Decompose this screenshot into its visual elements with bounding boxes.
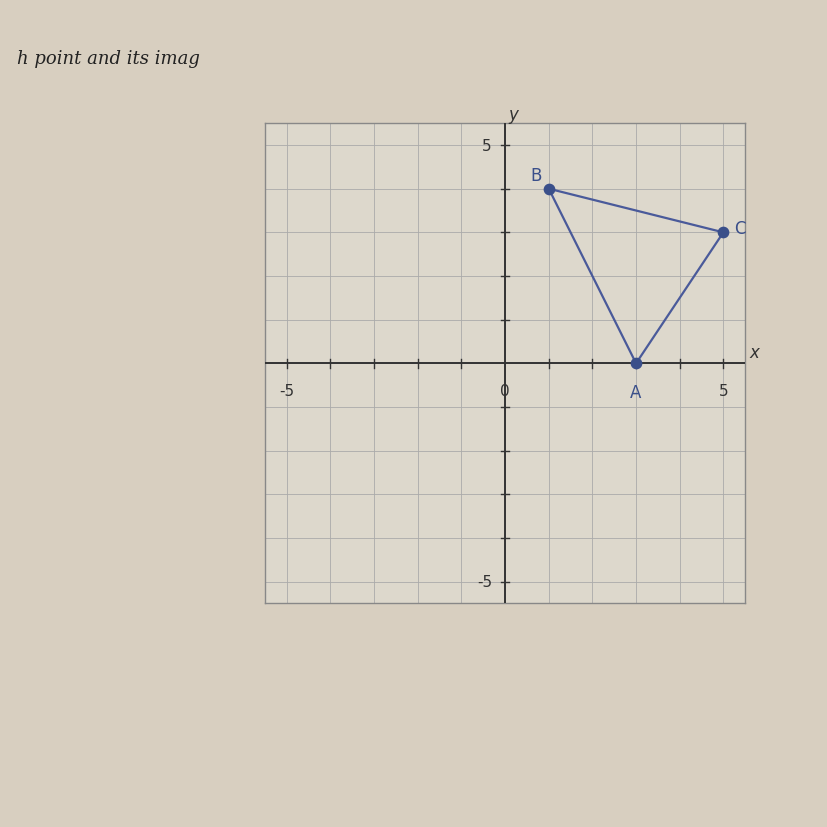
- Text: 5: 5: [718, 384, 727, 399]
- Text: -5: -5: [279, 384, 294, 399]
- Text: h point and its imag: h point and its imag: [17, 50, 199, 68]
- Text: 0: 0: [500, 384, 509, 399]
- Text: y: y: [508, 107, 517, 124]
- Text: C: C: [734, 220, 745, 237]
- Text: B: B: [530, 167, 542, 185]
- Point: [542, 183, 555, 196]
- Text: A: A: [629, 384, 641, 401]
- Point: [716, 227, 729, 240]
- Text: -5: -5: [476, 575, 491, 590]
- Text: x: x: [748, 344, 758, 362]
- Point: [629, 357, 642, 370]
- Text: 5: 5: [482, 138, 491, 153]
